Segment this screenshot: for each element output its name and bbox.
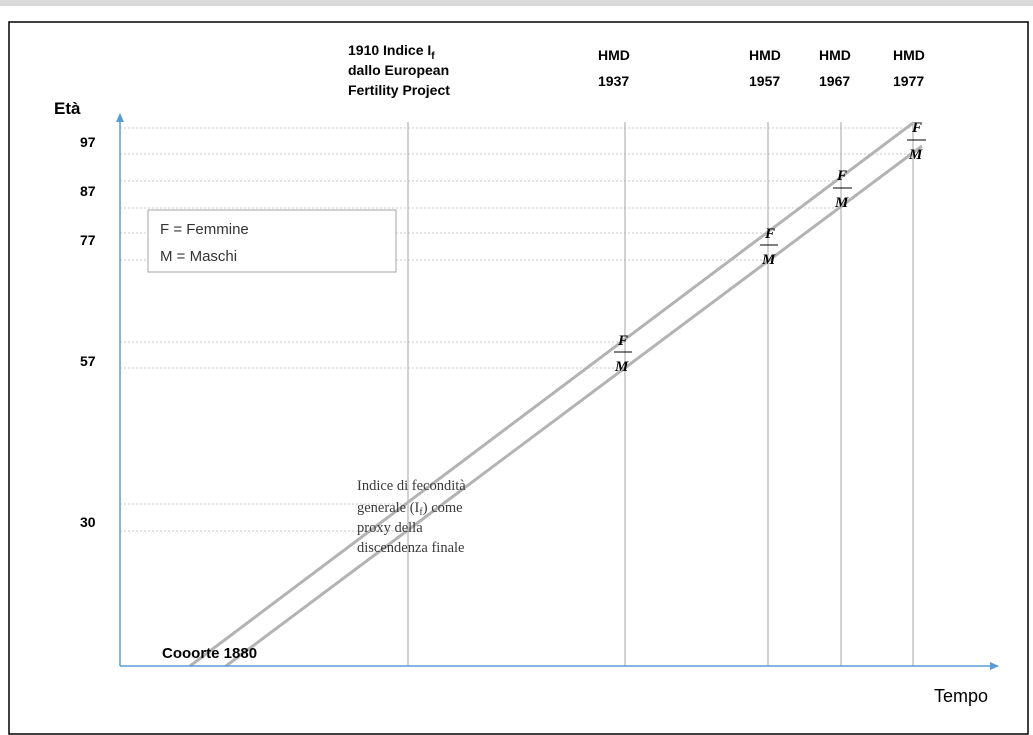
y-tick-labels: 97 87 77 57 30 (80, 134, 96, 530)
column-label-1910: 1910 Indice If dallo European Fertility … (348, 42, 453, 98)
legend-box (147, 209, 397, 273)
legend-line-females: F = Femmine (160, 221, 249, 238)
svg-text:F: F (617, 333, 628, 349)
cohort-label: Cooorte 1880 (162, 645, 257, 662)
fraction-marker-1937: F M (614, 333, 632, 375)
figure-border (8, 21, 1029, 735)
y-tick-77: 77 (80, 232, 96, 248)
age-guide-lines (120, 127, 912, 532)
legend: F = Femmine M = Maschi (147, 209, 397, 273)
fraction-marker-1977: F M (907, 120, 926, 163)
y-tick-87: 87 (80, 183, 96, 199)
fraction-marker-1957: F M (760, 226, 778, 268)
y-tick-57: 57 (80, 353, 96, 369)
cut-header-strip (0, 0, 1033, 6)
column-label-1977: HMD 1977 (893, 47, 929, 89)
x-axis-label: Tempo (934, 686, 988, 706)
y-tick-97: 97 (80, 134, 96, 150)
column-label-1957: HMD 1957 (749, 47, 785, 89)
fertility-index-annotation: Indice di fecondità generale (If) come p… (357, 478, 469, 556)
cohort-line-females (189, 121, 914, 668)
y-axis-label: Età (54, 99, 81, 118)
svg-text:F: F (911, 120, 922, 136)
legend-line-males: M = Maschi (160, 248, 237, 265)
cohort-lines (189, 121, 923, 668)
y-tick-30: 30 (80, 514, 96, 530)
column-label-1967: HMD 1967 (819, 47, 855, 89)
time-vertical-lines (407, 122, 914, 666)
svg-text:M: M (761, 252, 776, 268)
svg-text:F: F (836, 168, 847, 184)
column-label-1937: HMD 1937 (598, 47, 634, 89)
svg-text:M: M (834, 195, 849, 211)
fraction-marker-1967: F M (833, 168, 852, 211)
svg-text:M: M (908, 147, 923, 163)
svg-text:M: M (614, 359, 629, 375)
cohort-line-males (225, 144, 923, 668)
svg-text:F: F (764, 226, 775, 242)
